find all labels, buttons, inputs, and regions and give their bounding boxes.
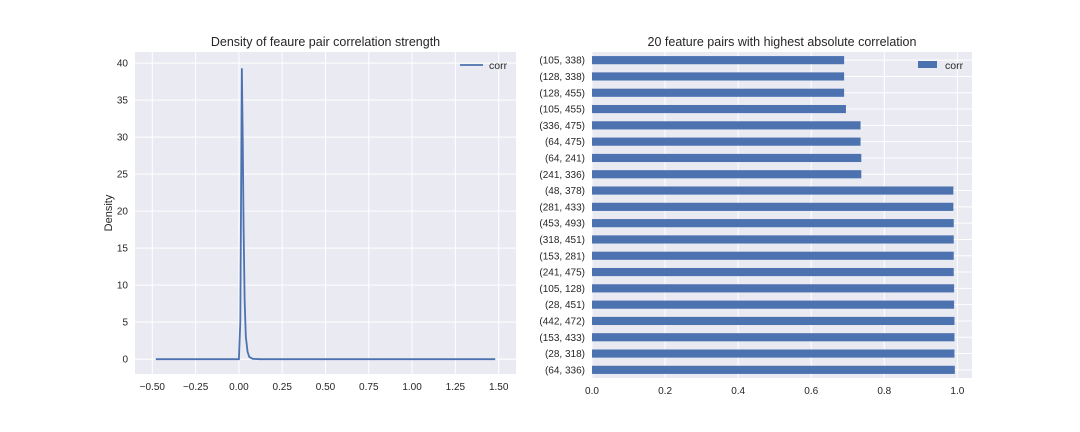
bar-legend-swatch [918,61,937,68]
bar-chart: 0.0 0.2 0.4 0.6 0.8 1.0 (105, 338)(128, 338)(… [539,35,972,397]
density-y-axis-label: Density [103,194,115,231]
bar [592,202,954,211]
density-y-tick-label: 40 [117,59,129,70]
bar-x-tick-label: 0.8 [877,386,891,397]
bar-y-tick-label: (64, 241) [545,153,585,164]
bar-y-tick-label: (453, 493) [539,219,585,230]
bar [592,104,846,114]
bar [592,72,845,81]
bar [592,56,845,65]
bar-y-tick-label: (105, 455) [539,105,585,116]
bar-y-tick-label: (153, 433) [539,333,585,344]
bar [592,251,954,260]
bar-x-tick-label: 0.6 [804,386,818,397]
bar-title: 20 feature pairs with highest absolute c… [648,35,917,49]
bar [592,137,861,146]
bar [592,153,862,163]
bar-y-tick-label: (241, 336) [539,170,585,181]
bar [592,170,862,179]
bar-x-tick-label: 0.4 [731,386,745,397]
bar-y-tick-label: (153, 281) [539,251,585,262]
bar [592,186,954,195]
bar-y-tick-label: (442, 472) [539,316,585,327]
bar-x-ticks: 0.0 0.2 0.4 0.6 0.8 1.0 [585,386,965,397]
density-y-ticks: 0 5 10 15 20 25 30 35 40 [117,59,129,366]
density-x-tick-label: 0.50 [316,382,336,393]
bar-x-tick-label: 0.0 [585,386,599,397]
density-x-ticks: −0.50 −0.25 0.00 0.25 0.50 0.75 1.00 1.25 1.50 [140,382,509,393]
bar-y-tick-label: (241, 475) [539,268,585,279]
bar-y-tick-label: (128, 338) [539,72,585,83]
bar [592,88,845,97]
bar [592,235,954,244]
density-line-corr [155,68,496,361]
bar [592,267,954,277]
density-x-tick-label: 0.75 [359,382,379,393]
bar [592,365,955,374]
density-legend: corr [460,60,508,72]
bar-y-tick-label: (105, 338) [539,56,585,67]
density-x-tick-label: 0.00 [229,382,249,393]
bar-y-tick-label: (105, 128) [539,284,585,295]
bar-y-tick-label: (318, 451) [539,235,585,246]
density-y-tick-label: 10 [117,281,129,292]
bar-legend: corr [918,60,964,72]
density-y-tick-label: 0 [122,355,128,366]
density-y-tick-label: 20 [117,207,129,218]
bar [592,219,954,228]
bar-y-tick-label: (336, 475) [539,121,585,132]
bar-y-tick-label: (281, 433) [539,202,585,213]
bar-y-tick-label: (48, 378) [545,186,585,197]
density-x-tick-label: 1.50 [489,382,509,393]
bar [592,284,955,293]
bar-y-tick-label: (128, 455) [539,88,585,99]
bar [592,349,955,358]
density-x-tick-label: 1.00 [402,382,422,393]
bar-y-tick-label: (28, 318) [545,349,585,360]
density-y-tick-label: 35 [117,96,129,107]
bar-marks [592,56,955,374]
bar-y-tick-label: (28, 451) [545,300,585,311]
bar-y-tick-label: (64, 336) [545,365,585,376]
density-y-tick-label: 15 [117,244,129,255]
density-x-tick-label: −0.50 [140,382,166,393]
bar [592,316,955,326]
density-legend-label: corr [489,60,508,72]
density-title: Density of feaure pair correlation stren… [211,35,440,49]
density-gridlines [135,52,516,374]
density-y-tick-label: 5 [122,318,128,329]
bar [592,300,955,309]
bar [592,121,861,130]
bar-plot-area [592,52,972,378]
density-x-tick-label: 1.25 [446,382,466,393]
density-y-tick-label: 30 [117,133,129,144]
density-x-tick-label: −0.25 [183,382,209,393]
bar [592,333,955,342]
density-y-tick-label: 25 [117,170,129,181]
density-chart: −0.50 −0.25 0.00 0.25 0.50 0.75 1.00 1.25 1.50 0… [103,35,516,393]
bar-x-tick-label: 0.2 [658,386,672,397]
bar-legend-label: corr [945,60,964,72]
bar-x-tick-label: 1.0 [950,386,964,397]
density-x-tick-label: 0.25 [272,382,292,393]
bar-y-ticks: (105, 338) (128, 338) (128, 455) (105, 455)… [539,56,585,377]
bar-y-tick-label: (64, 475) [545,137,585,148]
